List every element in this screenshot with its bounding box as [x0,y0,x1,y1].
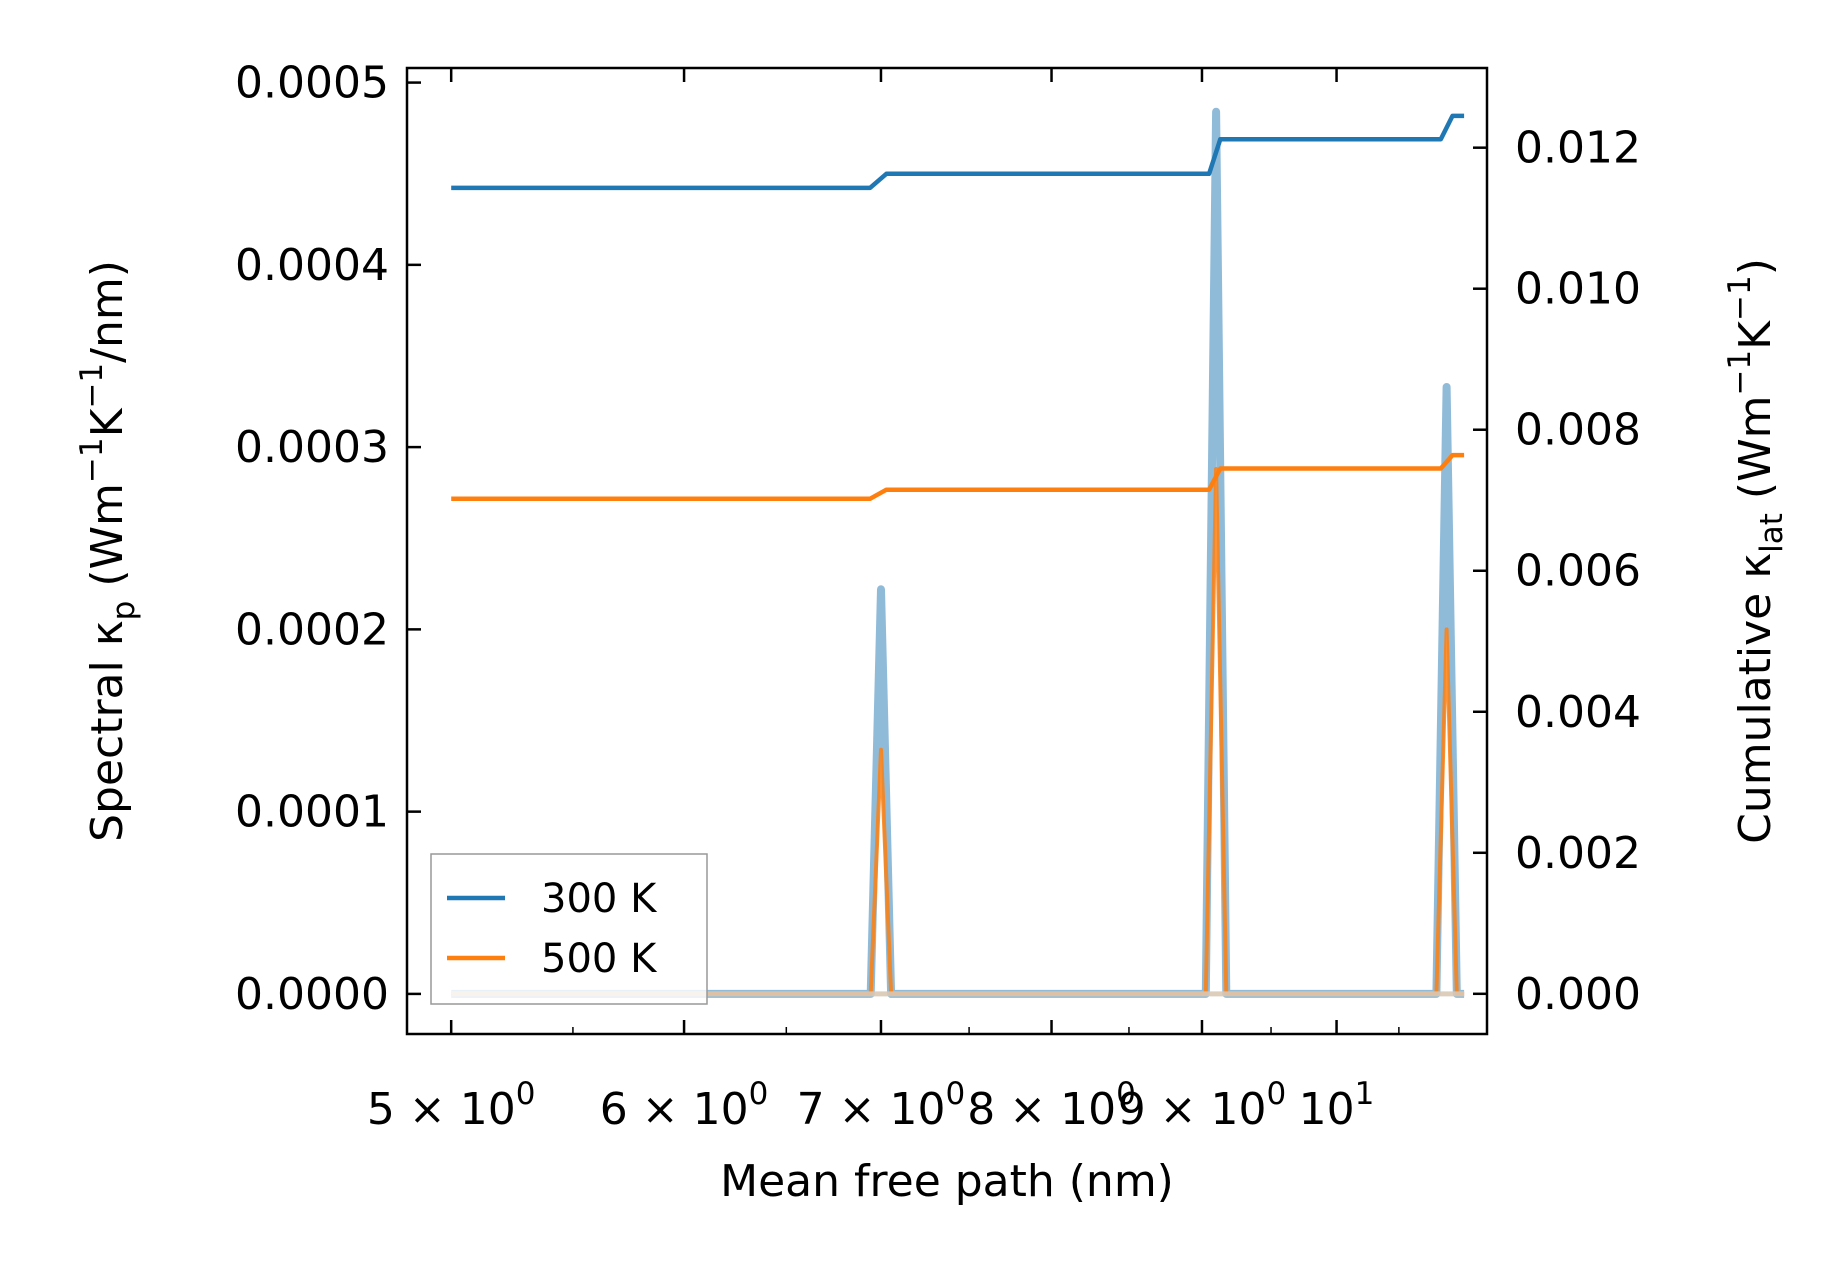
y-right-tick-label: 0.008 [1515,405,1641,456]
x-tick-exponent: 0 [946,1076,966,1112]
x-tick-exponent: 1 [1355,1076,1375,1112]
y-left-tick-label: 0.0005 [235,58,389,109]
y-right-axis-label-main: Cumulative κ [1730,553,1781,844]
x-tick-mantissa: 6 × 10 [600,1084,749,1135]
y-right-axis-label-exp1: −1 [1722,350,1758,396]
x-tick-mantissa: 10 [1299,1084,1355,1135]
x-tick-exponent: 0 [516,1076,536,1112]
legend-label-300k: 300 K [541,876,658,922]
y-left-axis-label-main: Spectral κ [82,620,133,842]
cumulative-layer [451,113,1465,502]
y-right-tick-label: 0.010 [1515,264,1641,315]
x-tick-mantissa: 9 × 10 [1118,1084,1267,1135]
plot-frame [405,66,1489,1036]
y-right-axis-label: Cumulative κlat (Wm−1K−1) [1722,258,1790,844]
y-right-axis-label-sub: lat [1754,513,1790,553]
y-right-axis-label-mid: K [1730,320,1781,350]
x-tick-label: 5 × 100 [367,1076,536,1135]
labels-layer: 0.00000.00010.00020.00030.00040.00050.00… [74,58,1790,1207]
spectral-line-500k [451,467,1465,996]
x-tick-label: 8 × 100 [967,1076,1136,1135]
y-left-tick-label: 0.0002 [235,604,389,655]
x-tick-mantissa: 8 × 10 [967,1084,1116,1135]
legend-box [430,853,708,1005]
y-right-axis-label-unit-close: ) [1730,258,1781,275]
x-axis-label: Mean free path (nm) [720,1156,1174,1207]
y-left-tick-label: 0.0000 [235,969,389,1020]
spectral-line-300k [451,107,1465,998]
y-right-tick-label: 0.012 [1515,123,1641,174]
y-left-tick-label: 0.0001 [235,787,389,838]
x-tick-exponent: 0 [749,1076,769,1112]
y-right-axis-label-unit-open: (Wm [1730,396,1781,514]
y-left-axis-label-sub: p [106,601,142,621]
legend-label-500k: 500 K [541,936,658,982]
x-tick-label: 7 × 100 [797,1076,966,1135]
y-left-axis-label-unit-close: /nm) [82,260,133,363]
y-left-axis-label: Spectral κp (Wm−1K−1/nm) [74,260,142,842]
y-left-tick-label: 0.0003 [235,422,389,473]
y-right-tick-label: 0.006 [1515,546,1641,597]
x-tick-exponent: 0 [1116,1076,1136,1112]
y-right-tick-label: 0.004 [1515,687,1641,738]
x-tick-mantissa: 5 × 10 [367,1084,516,1135]
y-left-tick-label: 0.0004 [235,240,389,291]
x-tick-label: 9 × 100 [1118,1076,1287,1135]
y-right-axis-label-exp2: −1 [1722,275,1758,321]
legend: 300 K 500 K [430,853,708,1005]
y-right-tick-label: 0.000 [1515,969,1641,1020]
x-tick-exponent: 0 [1267,1076,1287,1112]
x-tick-mantissa: 7 × 10 [797,1084,946,1135]
ticks-layer [407,68,1487,1034]
x-tick-label: 6 × 100 [600,1076,769,1135]
y-left-axis-label-exp2: −1 [74,363,110,409]
cumulative-line-300k [451,113,1465,191]
x-tick-label: 101 [1299,1076,1375,1135]
cumulative-line-500k [451,452,1465,502]
y-left-axis-label-exp1: −1 [74,437,110,483]
y-left-axis-label-unit-open: (Wm [82,483,133,601]
y-left-axis-label-mid: K [82,407,133,437]
y-right-tick-label: 0.002 [1515,828,1641,879]
